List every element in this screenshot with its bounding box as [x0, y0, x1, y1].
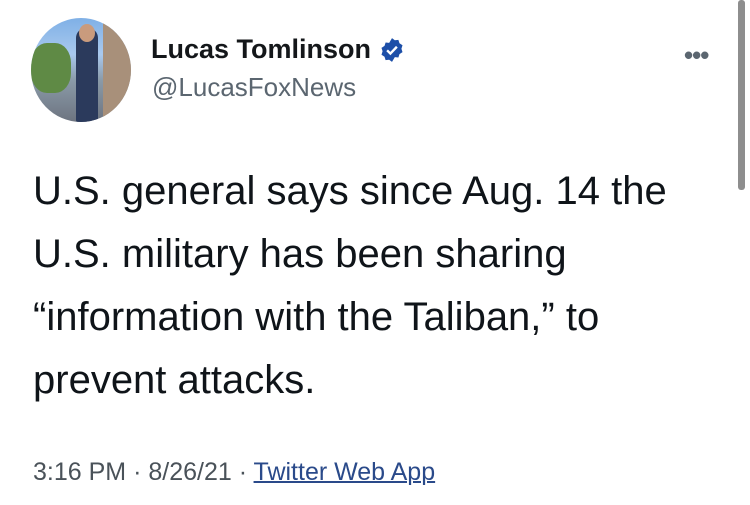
tweet-line: U.S. general says since Aug. 14 the [33, 169, 667, 213]
tweet-line: “information with the Taliban,” to [33, 295, 600, 339]
avatar-tree [31, 43, 71, 93]
avatar-building [103, 18, 131, 122]
author-name[interactable]: Lucas Tomlinson [151, 34, 372, 64]
verified-badge-icon [381, 37, 403, 62]
tweet-time[interactable]: 3:16 PM [33, 458, 127, 486]
tweet-line: U.S. military has been sharing [33, 232, 567, 276]
tweet-meta: 3:16 PM · 8/26/21 · Twitter Web App [33, 458, 435, 487]
tweet-source-link[interactable]: Twitter Web App [253, 458, 436, 486]
scrollbar[interactable] [738, 0, 745, 190]
author-name-row[interactable]: Lucas Tomlinson [151, 34, 405, 65]
more-horizontal-icon[interactable]: ••• [684, 40, 709, 70]
separator: · [133, 458, 142, 486]
avatar-person [76, 28, 98, 122]
author-handle[interactable]: @LucasFoxNews [152, 72, 357, 102]
separator: · [238, 458, 248, 486]
tweet-text: U.S. general says since Aug. 14 the U.S.… [33, 160, 723, 412]
avatar[interactable] [31, 18, 131, 122]
avatar-head [79, 24, 95, 42]
tweet-line: prevent attacks. [33, 358, 316, 402]
tweet-date[interactable]: 8/26/21 [148, 458, 232, 486]
